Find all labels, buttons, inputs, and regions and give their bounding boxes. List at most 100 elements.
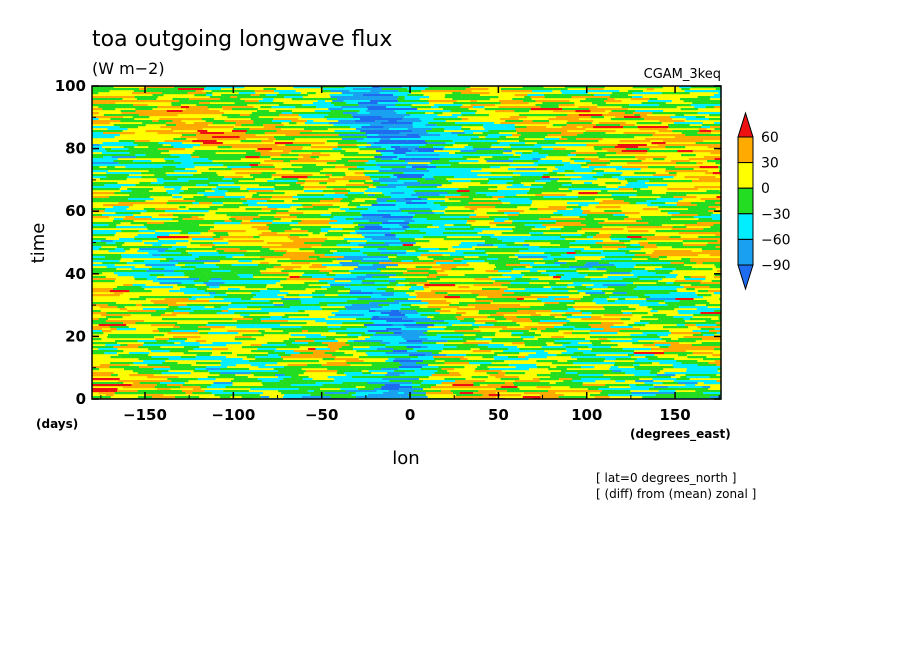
heatmap-cell: [260, 256, 281, 259]
heatmap-cell: [569, 140, 585, 143]
heatmap-cell: [596, 172, 610, 175]
heatmap-cell: [180, 106, 190, 109]
heatmap-cell: [164, 268, 195, 271]
heatmap-cell: [360, 208, 368, 211]
heatmap-cell: [390, 342, 399, 345]
heatmap-cell: [688, 208, 716, 211]
heatmap-cell: [350, 284, 360, 287]
heatmap-cell: [151, 112, 180, 115]
heatmap-cell: [328, 316, 356, 319]
heatmap-cell: [453, 392, 460, 395]
x-tick-label: −150: [123, 406, 167, 424]
heatmap-cell: [480, 274, 503, 277]
heatmap-cell: [233, 378, 258, 381]
heatmap-cell: [640, 114, 647, 117]
heatmap-cell: [650, 260, 676, 263]
heatmap-cell: [606, 268, 622, 271]
heatmap-cell: [171, 132, 201, 135]
heatmap-cell: [711, 280, 721, 283]
heatmap-cell: [654, 268, 676, 271]
heatmap-cell: [236, 134, 250, 137]
heatmap-cell: [709, 114, 721, 117]
heatmap-cell: [413, 126, 444, 129]
heatmap-cell: [181, 282, 204, 285]
heatmap-cell: [397, 254, 404, 257]
heatmap-cell: [368, 370, 395, 373]
heatmap-cell: [549, 274, 556, 277]
heatmap-cell: [424, 284, 456, 287]
heatmap-cell: [139, 88, 147, 91]
heatmap-cell: [710, 104, 721, 107]
heatmap-cell: [188, 236, 213, 239]
heatmap-cell: [274, 90, 296, 93]
heatmap-cell: [622, 388, 650, 391]
heatmap-cell: [336, 160, 349, 163]
heatmap-cell: [573, 306, 604, 309]
heatmap-cell: [337, 220, 369, 223]
heatmap-cell: [658, 206, 682, 209]
heatmap-cell: [547, 128, 559, 131]
heatmap-cell: [369, 346, 386, 349]
heatmap-cell: [298, 388, 320, 391]
heatmap-cell: [241, 396, 261, 399]
heatmap-cell: [92, 280, 115, 283]
heatmap-cell: [412, 130, 427, 133]
heatmap-cell: [348, 254, 368, 257]
heatmap-cell: [444, 96, 469, 99]
heatmap-cell: [605, 384, 630, 387]
heatmap-cell: [443, 148, 474, 151]
heatmap-cell: [292, 196, 320, 199]
case-label: CGAM_3keq: [644, 67, 721, 82]
heatmap-cell: [530, 234, 562, 237]
heatmap-cell: [379, 316, 408, 319]
heatmap-cell: [375, 194, 385, 197]
heatmap-cell: [630, 334, 647, 337]
heatmap-cell: [550, 190, 572, 193]
heatmap-cell: [452, 128, 462, 131]
heatmap-cell: [333, 380, 364, 383]
heatmap-cell: [239, 276, 254, 279]
heatmap-cell: [652, 134, 677, 137]
heatmap-cell: [108, 154, 136, 157]
heatmap-cell: [335, 274, 366, 277]
heatmap-cell: [709, 376, 721, 379]
heatmap-cell: [488, 262, 520, 265]
heatmap-cell: [135, 304, 142, 307]
heatmap-cell: [359, 284, 378, 287]
heatmap-cell: [319, 182, 327, 185]
heatmap-cell: [447, 386, 473, 389]
heatmap-cell: [690, 202, 716, 205]
heatmap-cell: [313, 102, 331, 105]
heatmap-cell: [717, 368, 721, 371]
heatmap-cell: [714, 310, 721, 313]
heatmap-cell: [280, 210, 289, 213]
heatmap-cell: [174, 324, 194, 327]
heatmap-cell: [179, 112, 209, 115]
heatmap-cell: [495, 388, 520, 391]
heatmap-cell: [395, 394, 409, 397]
heatmap-cell: [432, 224, 445, 227]
heatmap-cell: [590, 246, 603, 249]
heatmap-cell: [182, 384, 194, 387]
heatmap-cell: [300, 168, 323, 171]
heatmap-cell: [711, 130, 721, 133]
heatmap-cell: [346, 178, 371, 181]
heatmap-cell: [284, 226, 309, 229]
heatmap-cell: [376, 186, 397, 189]
heatmap-cell: [560, 276, 570, 279]
heatmap-cell: [167, 378, 198, 381]
heatmap-cell: [274, 142, 293, 145]
heatmap-cell: [586, 96, 610, 99]
heatmap-cell: [273, 368, 302, 371]
heatmap-cell: [121, 230, 139, 233]
heatmap-cell: [333, 278, 366, 281]
heatmap-cell: [172, 246, 187, 249]
heatmap-cell: [316, 258, 337, 261]
heatmap-cell: [559, 246, 570, 249]
heatmap-cell: [638, 296, 651, 299]
heatmap-cell: [171, 330, 181, 333]
heatmap-cell: [554, 298, 581, 301]
heatmap-cell: [351, 248, 378, 251]
heatmap-cell: [406, 340, 423, 343]
heatmap-cell: [590, 160, 610, 163]
